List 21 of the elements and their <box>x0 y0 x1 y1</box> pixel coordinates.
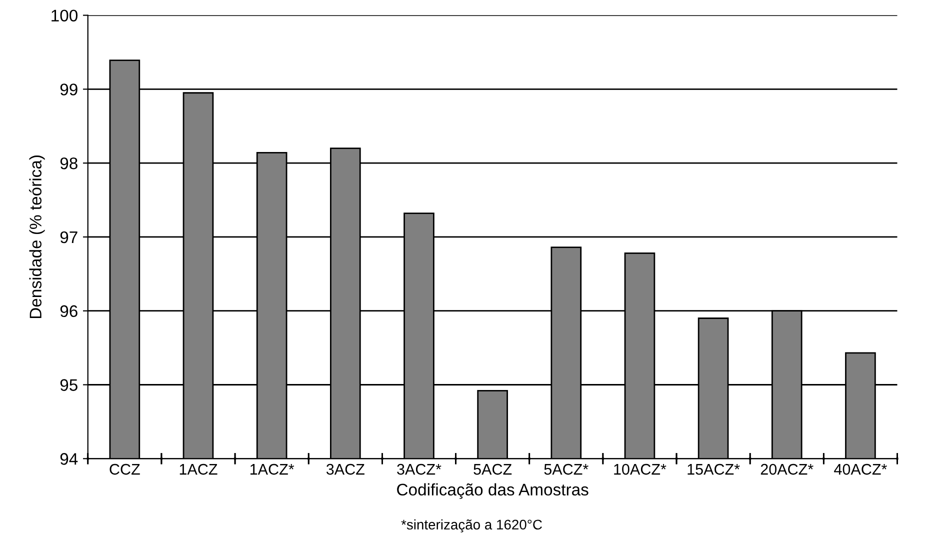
x-tick-label: 3ACZ <box>326 464 364 475</box>
y-tick-label: 98 <box>60 157 78 170</box>
x-axis-title: Codificação das Amostras <box>397 483 588 499</box>
text: *sinterização a 1620°C <box>401 519 542 532</box>
y-tick-label: 94 <box>60 453 78 465</box>
x-tick-label: 1ACZ* <box>250 464 294 475</box>
y-tick-label: 95 <box>60 379 78 391</box>
y-tick-label: 96 <box>60 305 78 318</box>
x-tick-label: 3ACZ* <box>397 464 442 475</box>
y-tick-label: 100 <box>52 10 78 22</box>
x-tick-label: 10ACZ* <box>614 464 666 475</box>
x-tick-label: 20ACZ* <box>760 464 814 475</box>
x-tick-label: 5ACZ* <box>544 464 588 475</box>
x-tick-label: CCZ <box>110 464 140 475</box>
x-tick-label: 5ACZ <box>474 464 512 475</box>
y-tick-label: 99 <box>60 84 78 96</box>
y-axis-title: Densidade (% teórica) <box>29 156 45 318</box>
y-tick-label: 97 <box>60 231 78 244</box>
x-tick-label: 15ACZ* <box>688 464 740 475</box>
x-tick-label: 40ACZ* <box>834 464 887 475</box>
x-tick-label: 1ACZ <box>180 464 218 475</box>
